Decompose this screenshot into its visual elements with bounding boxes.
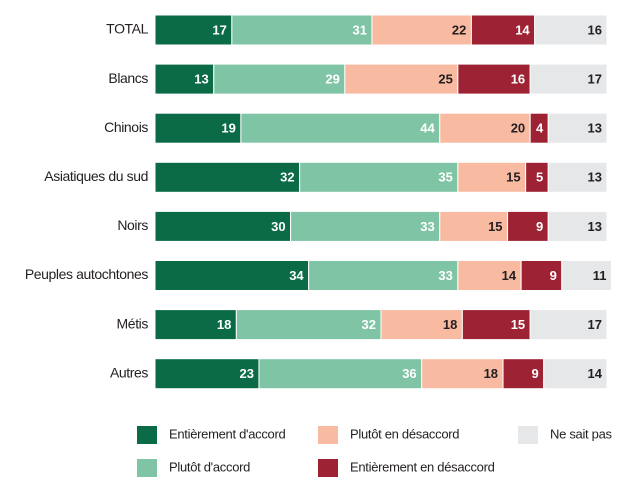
bar-segment — [258, 358, 423, 390]
category-label: Noirs — [117, 217, 148, 233]
value-label: 5 — [536, 170, 543, 185]
value-label: 15 — [511, 317, 525, 332]
bar-segment — [154, 112, 242, 144]
value-label: 33 — [420, 219, 434, 234]
value-label: 13 — [588, 170, 602, 185]
value-label: 9 — [531, 366, 538, 381]
value-label: 15 — [506, 170, 520, 185]
value-label: 35 — [438, 170, 452, 185]
bar-segment — [529, 309, 608, 341]
value-label: 13 — [194, 72, 208, 87]
bar-segment — [547, 210, 608, 242]
category-label: Autres — [110, 364, 148, 380]
bar-segment — [457, 161, 527, 193]
bar-segment — [154, 161, 301, 193]
bar-segment — [213, 63, 346, 95]
value-label: 18 — [217, 317, 231, 332]
bar-segment — [421, 358, 504, 390]
value-label: 30 — [271, 219, 285, 234]
bar-segment — [457, 63, 531, 95]
legend-swatch — [318, 426, 338, 444]
value-label: 17 — [212, 22, 226, 37]
bar-segment — [561, 260, 613, 291]
bar-segment — [543, 358, 608, 390]
value-label: 9 — [536, 219, 543, 234]
legend-label: Plutôt d'accord — [169, 459, 250, 474]
legend-swatch — [137, 459, 157, 477]
legend-swatch — [318, 459, 338, 477]
legend-label: Ne sait pas — [550, 426, 613, 441]
category-label: Chinois — [104, 119, 148, 135]
bar-segment — [502, 358, 545, 390]
value-label: 15 — [488, 219, 502, 234]
value-label: 11 — [593, 268, 607, 283]
legend-swatch — [518, 426, 538, 444]
bar-segment — [154, 63, 215, 95]
category-label: Asiatiques du sud — [44, 168, 148, 184]
category-label: TOTAL — [106, 21, 148, 37]
value-label: 18 — [443, 317, 457, 332]
value-label: 34 — [289, 268, 304, 283]
bar-segment — [461, 309, 531, 341]
bar-segment — [240, 112, 441, 144]
bar-segment — [344, 63, 459, 95]
value-label: 4 — [536, 121, 544, 136]
value-label: 29 — [325, 72, 339, 87]
value-label: 33 — [438, 268, 452, 283]
value-label: 17 — [588, 317, 602, 332]
legend-label: Entièrement d'accord — [169, 426, 286, 441]
bar-segment — [308, 260, 459, 291]
bar-segment — [470, 14, 536, 46]
bar-segment — [507, 210, 549, 242]
bar-segment — [534, 14, 608, 46]
category-label: Blancs — [108, 70, 148, 86]
value-label: 14 — [515, 22, 530, 37]
bar-segment — [380, 309, 463, 341]
bar-segment — [154, 260, 310, 291]
value-label: 32 — [280, 170, 294, 185]
value-label: 13 — [588, 219, 602, 234]
value-label: 18 — [484, 366, 498, 381]
value-label: 22 — [452, 22, 466, 37]
value-label: 31 — [352, 22, 366, 37]
value-label: 17 — [588, 72, 602, 87]
legend-label: Plutôt en désaccord — [350, 426, 459, 441]
bar-segment — [371, 14, 472, 46]
bar-segment — [235, 309, 382, 341]
value-label: 14 — [502, 268, 517, 283]
legend-swatch — [137, 426, 157, 444]
value-label: 16 — [588, 22, 602, 37]
bar-segment — [547, 112, 608, 144]
value-label: 36 — [402, 366, 416, 381]
value-label: 25 — [438, 72, 452, 87]
value-label: 19 — [221, 121, 235, 136]
value-label: 23 — [239, 366, 253, 381]
bar-segment — [529, 63, 608, 95]
category-label: Métis — [117, 315, 149, 331]
value-label: 13 — [588, 121, 602, 136]
category-label: Peuples autochtones — [25, 266, 149, 282]
bar-segment — [231, 14, 373, 46]
value-label: 9 — [550, 268, 557, 283]
value-label: 44 — [420, 121, 435, 136]
bar-segment — [290, 210, 441, 242]
bar-segment — [299, 161, 459, 193]
value-label: 32 — [362, 317, 376, 332]
value-label: 20 — [511, 121, 525, 136]
bar-segment — [547, 161, 608, 193]
legend-label: Entièrement en désaccord — [350, 459, 495, 474]
value-label: 14 — [588, 366, 603, 381]
bar-segment — [154, 14, 233, 46]
value-label: 16 — [511, 72, 525, 87]
bar-segment — [154, 358, 260, 390]
